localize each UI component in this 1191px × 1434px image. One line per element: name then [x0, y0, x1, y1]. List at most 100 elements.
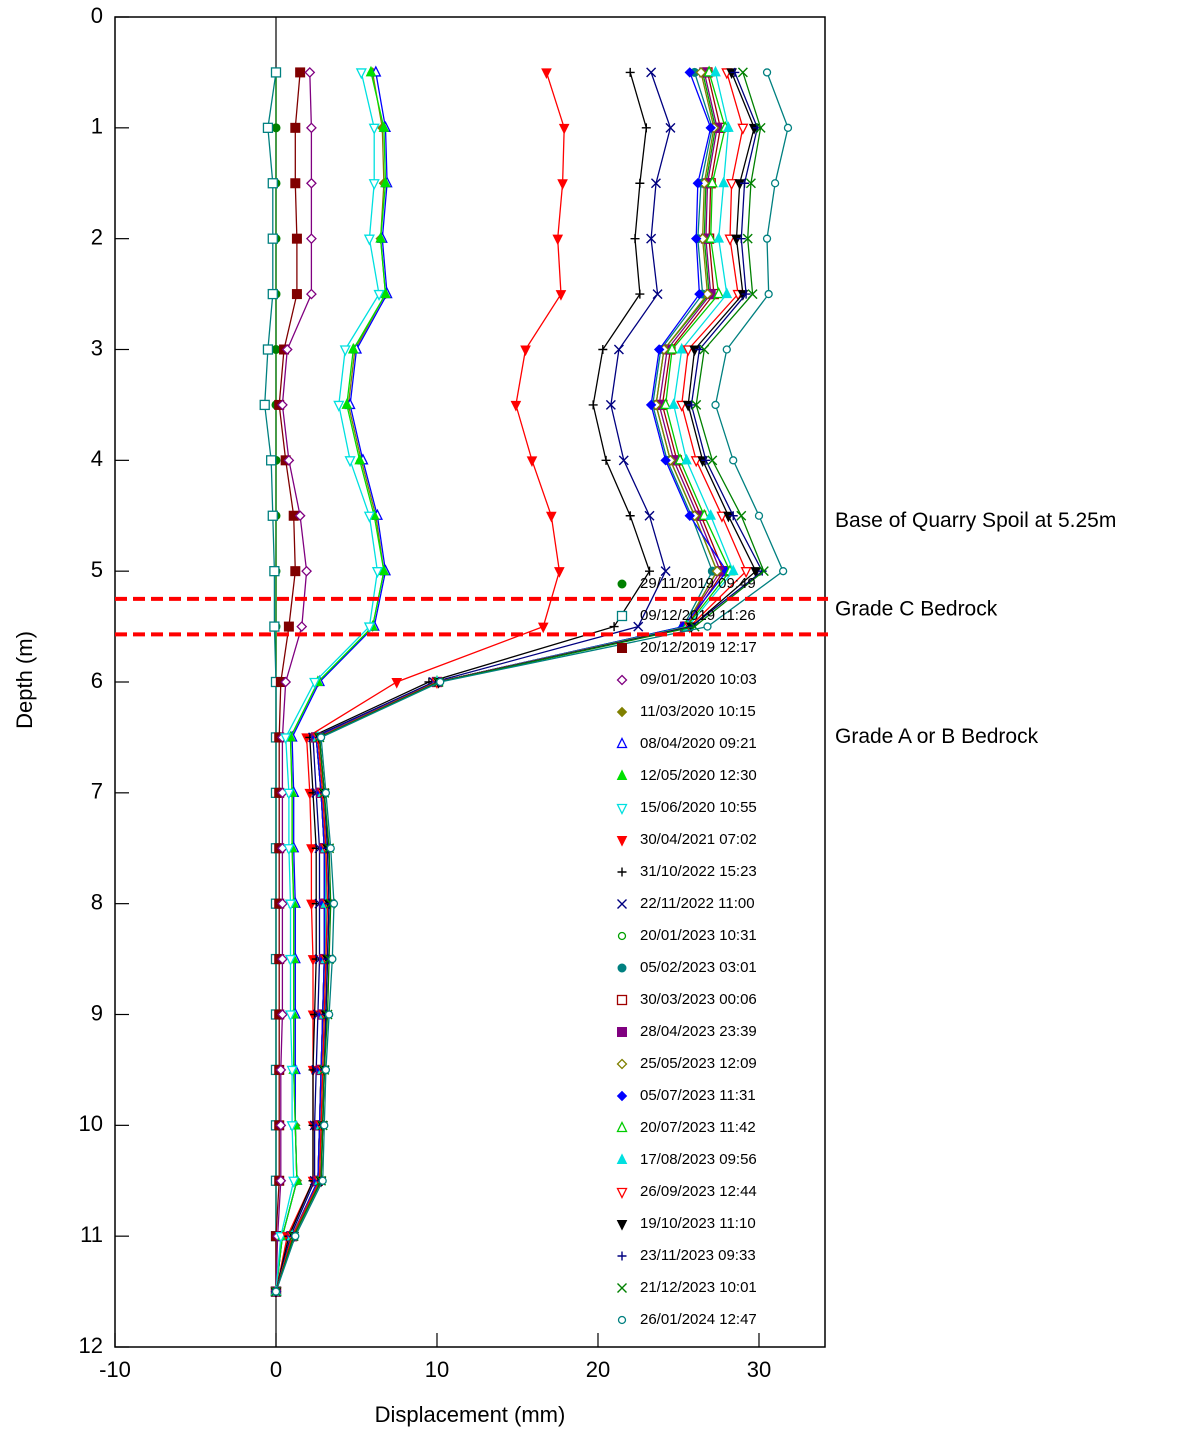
- marker: [365, 65, 377, 77]
- marker: [616, 994, 628, 1006]
- legend-label: 09/12/2019 11:26: [640, 607, 756, 624]
- marker: [616, 1121, 628, 1133]
- marker: [711, 565, 723, 577]
- marker: [641, 123, 651, 133]
- marker: [613, 344, 624, 355]
- marker: [674, 453, 686, 465]
- marker: [291, 233, 302, 244]
- marker: [363, 622, 375, 634]
- x-tick-label: 20: [586, 1357, 610, 1382]
- y-tick-label: 3: [91, 335, 103, 360]
- marker: [286, 1065, 298, 1077]
- marker: [616, 737, 628, 749]
- y-tick-label: 4: [91, 446, 103, 471]
- marker: [558, 123, 570, 135]
- marker: [616, 1220, 628, 1231]
- y-tick-label: 5: [91, 557, 103, 582]
- marker: [616, 706, 628, 718]
- legend: 29/11/2019 09:49 09/12/2019 11:26 20/12/20…: [616, 575, 757, 1328]
- marker: [368, 123, 380, 135]
- marker: [318, 1176, 327, 1185]
- marker: [275, 1119, 287, 1131]
- marker: [355, 68, 367, 80]
- legend-label: 20/07/2023 11:42: [640, 1119, 756, 1136]
- annotation: Grade C Bedrock: [835, 598, 998, 621]
- marker: [617, 963, 627, 973]
- marker: [616, 836, 628, 847]
- marker: [588, 400, 598, 410]
- marker: [713, 287, 725, 299]
- marker: [668, 398, 679, 409]
- marker: [625, 511, 635, 521]
- legend-label: 05/07/2023 11:31: [640, 1087, 756, 1104]
- y-tick-label: 2: [91, 224, 103, 249]
- marker: [296, 621, 308, 633]
- marker: [291, 1232, 300, 1241]
- y-tick-label: 12: [79, 1333, 103, 1358]
- legend-label: 12/05/2020 12:30: [640, 767, 757, 784]
- marker: [711, 400, 720, 410]
- x-tick-label: 10: [425, 1357, 449, 1382]
- marker: [764, 289, 773, 299]
- series-line: [275, 72, 651, 1292]
- marker: [269, 566, 280, 577]
- series: [270, 66, 317, 1298]
- marker: [645, 566, 655, 576]
- x-tick-label: -10: [99, 1357, 131, 1382]
- marker: [380, 176, 391, 188]
- marker: [723, 511, 734, 523]
- marker: [694, 345, 704, 354]
- marker: [736, 234, 746, 244]
- y-tick-label: 8: [91, 889, 103, 914]
- marker: [684, 67, 695, 78]
- marker: [280, 733, 292, 745]
- marker: [305, 233, 317, 245]
- y-tick-label: 11: [80, 1222, 103, 1247]
- marker: [731, 234, 742, 246]
- marker: [329, 899, 339, 908]
- y-tick-label: 6: [91, 668, 103, 693]
- marker: [750, 567, 762, 578]
- marker: [705, 509, 717, 520]
- marker: [326, 844, 335, 853]
- marker: [660, 455, 671, 466]
- series: [270, 68, 385, 1299]
- marker: [555, 290, 567, 301]
- legend-label: 31/10/2022 15:23: [640, 863, 757, 880]
- marker: [275, 1232, 287, 1244]
- marker: [284, 899, 297, 911]
- marker: [339, 345, 351, 357]
- marker: [689, 345, 700, 357]
- marker: [635, 178, 645, 188]
- marker: [630, 234, 640, 244]
- marker: [713, 232, 725, 243]
- marker: [295, 67, 306, 78]
- marker: [283, 844, 295, 856]
- marker: [309, 677, 321, 689]
- marker: [705, 231, 717, 243]
- marker: [320, 1121, 329, 1130]
- marker: [698, 508, 710, 520]
- marker: [347, 342, 359, 354]
- marker: [271, 345, 281, 354]
- legend-label: 28/04/2023 23:39: [640, 1023, 757, 1040]
- marker: [762, 234, 772, 243]
- marker: [277, 399, 288, 411]
- y-axis-label: Depth (m): [12, 631, 37, 729]
- marker: [291, 289, 302, 300]
- legend-label: 20/01/2023 10:31: [640, 927, 757, 944]
- y-tick-label: 0: [91, 3, 103, 28]
- legend-label: 20/12/2019 12:17: [640, 639, 757, 656]
- marker: [633, 621, 644, 632]
- marker: [378, 121, 390, 132]
- marker: [616, 1058, 628, 1070]
- marker: [740, 567, 752, 579]
- marker: [271, 1287, 281, 1296]
- marker: [755, 122, 766, 133]
- marker: [545, 511, 557, 523]
- marker: [684, 510, 695, 521]
- marker: [262, 122, 274, 133]
- marker: [707, 455, 718, 466]
- marker: [554, 567, 565, 578]
